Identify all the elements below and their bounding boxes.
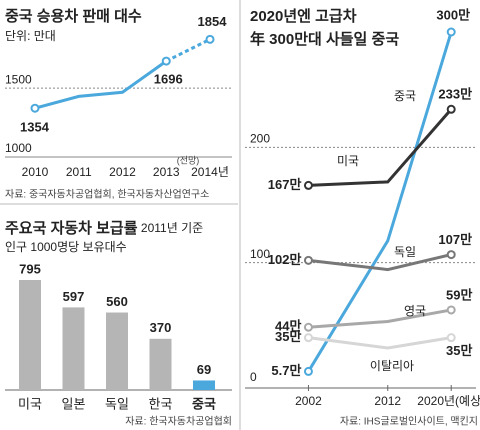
chart-title: 年 300만대 사들일 중국 [250, 30, 399, 48]
bar [19, 280, 41, 390]
point [205, 34, 215, 44]
value-label: 107만 [438, 232, 472, 247]
y-tick-label: 0 [250, 370, 257, 384]
line [308, 336, 452, 350]
x-tick-label: 2014년 [191, 165, 229, 179]
y-tick-label: 1500 [5, 72, 32, 86]
line [34, 59, 168, 110]
bar [106, 312, 128, 390]
title-main: 주요국 자동차 보급률 [5, 220, 138, 237]
x-tick-label: 일본 [62, 396, 86, 411]
x-tick-label: 중국 [192, 396, 216, 411]
x-tick-label: 미국 [18, 396, 42, 411]
chart-title: 주요국 자동차 보급률 2011년 기준 [5, 220, 203, 237]
point [303, 333, 313, 343]
point [303, 255, 313, 265]
series-label: 미국 [337, 154, 359, 168]
source: 자료: 중국자동차공업협회, 한국자동차산업연구소 [5, 188, 209, 201]
point [30, 103, 40, 113]
series-label: 이탈리아 [370, 359, 414, 373]
x-tick-label: 2011 [66, 165, 92, 179]
chart-title: 2020년엔 고급차 [250, 8, 357, 25]
point [303, 322, 313, 332]
value-label: 69 [197, 362, 211, 377]
x-tick-label: 독일 [105, 396, 129, 411]
point [446, 333, 456, 343]
source: 자료: 한국자동차공업협회 [125, 415, 232, 428]
value-label: 370 [150, 320, 172, 335]
series-label: 독일 [394, 245, 416, 259]
point [446, 305, 456, 315]
x-tick-label: 2010 [22, 165, 49, 179]
y-tick-label: 200 [250, 132, 270, 146]
value-label: 1696 [154, 72, 183, 87]
source: 자료: IHS글로벌인사이트, 맥킨지 [340, 416, 478, 428]
point [446, 104, 456, 114]
value-label: 5.7만 [271, 363, 301, 378]
value-label: 1854 [198, 14, 228, 29]
y-tick-label: 1000 [5, 141, 32, 155]
x-tick-label: 2012 [374, 394, 401, 408]
line [165, 37, 211, 63]
value-label: 1354 [20, 120, 50, 135]
value-label: 44만 [275, 319, 301, 334]
x-tick-label: 2012 [109, 165, 136, 179]
line [308, 253, 452, 272]
x-tick-label: 2013 [153, 165, 180, 179]
line [307, 31, 453, 373]
point [161, 56, 171, 66]
value-label: 35만 [275, 329, 301, 344]
chart-title: 중국 승용차 판매 대수 [5, 8, 142, 25]
x-tick-label: 2020년(예상) [417, 394, 480, 408]
series-label: 중국 [394, 89, 416, 103]
value-label: 233만 [438, 87, 472, 102]
x-tick-label: 한국 [149, 396, 173, 411]
value-label: 300만 [436, 7, 470, 22]
point [303, 180, 313, 190]
value-label: 597 [63, 289, 85, 304]
series-label: 영국 [404, 304, 426, 318]
x-tick-label: 2002 [295, 394, 322, 408]
title-note: 2011년 기준 [141, 221, 203, 235]
point [446, 250, 456, 260]
line [308, 108, 453, 187]
y-tick-label: 100 [250, 247, 270, 261]
chart-subtitle: 단위: 만대 [5, 29, 56, 43]
value-label: 167만 [268, 177, 302, 192]
bar [62, 307, 85, 390]
point [446, 27, 456, 37]
value-label: 59만 [446, 287, 472, 302]
bar [149, 338, 172, 390]
value-label: 560 [106, 294, 128, 309]
annotation: (전망) [177, 155, 200, 165]
value-label: 795 [19, 261, 41, 276]
value-label: 35만 [446, 343, 472, 358]
value-label: 102만 [268, 252, 302, 267]
point [303, 366, 313, 376]
chart-subtitle: 인구 1000명당 보유대수 [5, 240, 127, 254]
bar [193, 380, 215, 390]
line [308, 308, 452, 329]
